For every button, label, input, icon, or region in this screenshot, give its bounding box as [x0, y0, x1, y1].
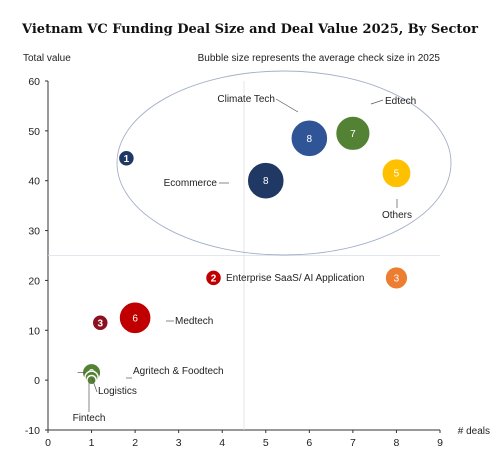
- cluster-marker: [117, 149, 136, 168]
- cluster-marker: [204, 269, 223, 287]
- bubble-size-label: 8: [307, 134, 313, 145]
- x-axis-label: # deals: [458, 426, 490, 437]
- bubble-fintech: [86, 374, 97, 386]
- plot-area: 0 1 2 3 4 5 6 7 8 9 -10 0 10 20 30 40 50 60 8 8 7 6 5 3 2 Climate…: [25, 70, 452, 449]
- bubble-size-label: 5: [394, 169, 400, 180]
- bubble-size-label: 6: [132, 313, 138, 324]
- cluster-marker-label: 2: [211, 273, 217, 284]
- leader-line: [91, 377, 98, 393]
- y-tick-label: 20: [28, 275, 40, 287]
- x-tick-label: 7: [350, 437, 356, 449]
- y-tick-label: 50: [28, 126, 40, 138]
- label-enterprise-saas-ai-application: Enterprise SaaS/ AI Application: [226, 273, 364, 284]
- cluster-marker-label: 3: [97, 318, 103, 329]
- bubble-size-label: 7: [350, 129, 356, 140]
- x-tick-label: 3: [176, 437, 182, 449]
- y-tick-label: 30: [28, 226, 40, 238]
- bubble-edtech: [334, 115, 371, 152]
- bubble-size-label: 8: [263, 176, 269, 187]
- label-ecommerce: Ecommerce: [164, 178, 218, 189]
- cluster-marker: [91, 314, 110, 332]
- leader-line: [275, 98, 299, 113]
- x-tick-label: 4: [219, 437, 225, 449]
- x-tick-label: 6: [306, 437, 312, 449]
- x-tick-label: 9: [437, 437, 443, 449]
- label-agritech-foodtech: Agritech & Foodtech: [133, 366, 224, 377]
- y-tick-label: -10: [25, 425, 40, 437]
- bubble-size-note: Bubble size represents the average check…: [198, 53, 441, 64]
- label-climate-tech: Climate Tech: [217, 94, 275, 105]
- x-tick-label: 0: [45, 437, 51, 449]
- x-tick-label: 2: [132, 437, 138, 449]
- label-fintech: Fintech: [73, 413, 106, 424]
- label-medtech: Medtech: [175, 316, 213, 327]
- bubble-medtech: [118, 301, 152, 335]
- y-axis-label: Total value: [23, 53, 71, 64]
- cluster-marker-label: 1: [124, 154, 130, 165]
- chart-title: Vietnam VC Funding Deal Size and Deal Va…: [21, 22, 478, 37]
- y-tick-label: 10: [28, 325, 40, 337]
- x-tick-label: 5: [263, 437, 269, 449]
- bubble-size-label: 3: [394, 273, 400, 284]
- bubble-climate-tech: [290, 119, 329, 158]
- x-tick-label: 1: [89, 437, 95, 449]
- label-edtech: Edtech: [385, 96, 416, 107]
- label-logistics: Logistics: [98, 386, 137, 397]
- high-value-cluster-ellipse: [116, 70, 452, 256]
- x-tick-label: 8: [394, 437, 400, 449]
- y-tick-label: 60: [28, 76, 40, 88]
- bubble-enterprise-saas-ai-application: [384, 265, 409, 291]
- y-tick-label: 0: [34, 375, 40, 387]
- leader-line: [370, 99, 384, 105]
- y-tick-label: 40: [28, 176, 40, 188]
- label-others: Others: [382, 210, 412, 221]
- bubble-others: [381, 157, 412, 189]
- bubble-ecommerce: [246, 161, 286, 200]
